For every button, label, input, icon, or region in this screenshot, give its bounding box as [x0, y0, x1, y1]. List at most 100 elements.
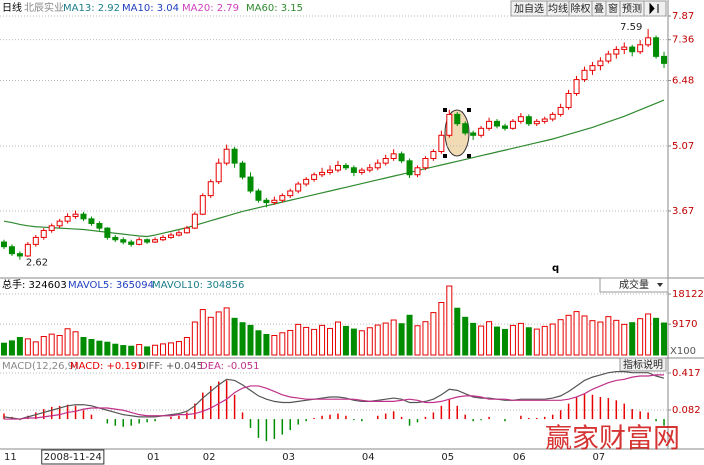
volume-bar: [327, 327, 334, 356]
volume-bar: [661, 322, 668, 356]
button[interactable]: [619, 357, 667, 372]
candle-body: [295, 183, 302, 192]
volume-bar: [653, 317, 660, 356]
volume-bar: [494, 326, 501, 356]
volume-bar: [215, 311, 222, 356]
volume-bar: [486, 321, 493, 356]
volume-bar: [589, 320, 596, 356]
volume-bar: [104, 341, 111, 356]
volume-bar: [382, 322, 389, 356]
volume-bar: [56, 334, 63, 356]
button-label: 预测: [622, 2, 642, 15]
volume-legend: 总手: 324603: [2, 278, 67, 291]
low-annotation: 2.62: [26, 258, 48, 269]
button-label: 窗: [608, 2, 618, 15]
volume-bar: [597, 321, 604, 356]
volume-legend: MAVOL5: 365094: [68, 280, 154, 291]
candle-body: [661, 55, 668, 64]
candle-body: [175, 232, 182, 236]
watermark: 赢家财富网: [545, 424, 680, 455]
candle-body: [382, 157, 389, 164]
volume-bar: [40, 335, 47, 356]
candle-body: [541, 118, 548, 122]
candle-body: [581, 69, 588, 81]
button-label: 叠: [594, 3, 604, 15]
volume-bar: [112, 343, 119, 356]
volume-bar: [517, 322, 524, 356]
ma-legend: MA10: 3.04: [122, 3, 179, 14]
volume-bar: [191, 321, 198, 356]
candle-body: [239, 162, 246, 178]
candle-body: [414, 167, 421, 176]
volume-bar: [32, 341, 39, 356]
candle-body: [64, 216, 71, 222]
volume-bar: [48, 333, 55, 356]
candle-body: [406, 160, 413, 176]
volume-bar: [144, 346, 151, 356]
candle-body: [390, 153, 397, 159]
button[interactable]: [643, 0, 667, 17]
candle-body: [263, 199, 270, 204]
volume-bar: [167, 342, 174, 356]
candle-body: [255, 190, 262, 201]
candle-body: [557, 106, 564, 115]
candle-body: [231, 148, 238, 164]
candle-body: [350, 167, 357, 173]
volume-bar: [350, 328, 357, 356]
volume-bar: [64, 328, 71, 356]
candle-body: [271, 199, 278, 204]
candle-body: [72, 213, 79, 218]
diff-line: [3, 370, 665, 420]
button-label: 指标说明: [623, 358, 663, 371]
ma-legend: MA20: 2.79: [182, 3, 239, 14]
candle-body: [509, 120, 516, 129]
nav-icon: [649, 2, 659, 15]
x-tick-label: 02: [203, 452, 216, 463]
volume-bar: [319, 324, 326, 356]
candle-body: [96, 222, 103, 229]
candle-body: [494, 120, 501, 127]
volume-bar: [613, 319, 620, 356]
y-tick-label: 7.87: [672, 11, 694, 22]
volume-bar: [557, 319, 564, 356]
candle-body: [501, 125, 508, 129]
macd-legend: MACD: +0.191: [70, 361, 144, 372]
volume-bar: [406, 314, 413, 356]
volume-bar: [311, 328, 318, 356]
candle-body: [215, 162, 222, 183]
candle-body: [342, 164, 349, 169]
volume-unit: X100: [670, 346, 696, 357]
volume-bar: [287, 329, 294, 356]
volume-bar: [199, 309, 206, 356]
volume-bar: [629, 322, 636, 356]
volume-bar: [422, 321, 429, 356]
volume-bar: [358, 330, 365, 356]
x-tick-label: 05: [441, 452, 454, 463]
volume-bar: [438, 302, 445, 356]
volume-bar: [279, 332, 286, 356]
y-tick-label: 18122: [672, 289, 704, 300]
volume-bar: [160, 343, 167, 356]
volume-bar: [549, 323, 556, 356]
candle-body: [40, 229, 47, 238]
volume-bar: [581, 315, 588, 356]
ma-legend: MA13: 2.92: [63, 3, 120, 14]
candle-body: [462, 123, 469, 134]
candle-body: [112, 236, 119, 241]
volume-bar: [207, 316, 214, 356]
candle-body: [637, 44, 644, 53]
volume-bar: [374, 324, 381, 356]
candle-body: [430, 151, 437, 159]
indicator-selector[interactable]: [599, 277, 669, 293]
volume-bar: [24, 338, 31, 356]
volume-bar: [342, 325, 349, 356]
candle-body: [549, 113, 556, 120]
x-tick-label: 03: [282, 452, 295, 463]
y-tick-label: 9170: [672, 319, 697, 330]
candle-body: [358, 169, 365, 173]
volume-bar: [414, 325, 421, 356]
volume-bar: [621, 323, 628, 356]
volume-bar: [525, 327, 532, 356]
button-label: 加自选: [514, 2, 544, 15]
candle-body: [56, 220, 63, 227]
